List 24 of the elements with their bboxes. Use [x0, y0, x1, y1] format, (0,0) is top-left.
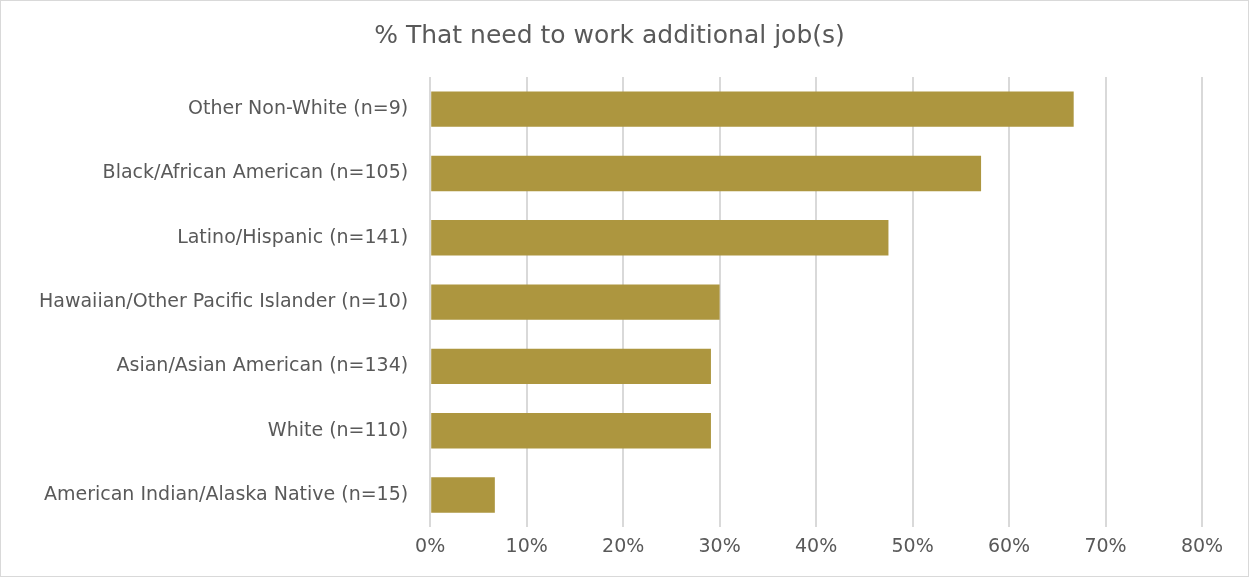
y-tick-label: Other Non-White (n=9) [188, 96, 409, 119]
x-tick-label: 60% [987, 533, 1031, 556]
x-tick-label: 20% [602, 533, 645, 556]
y-tick-label: Asian/Asian American (n=134) [116, 353, 409, 376]
x-tick-label: 10% [505, 533, 548, 556]
x-tick-label: 40% [794, 533, 838, 556]
x-tick-label: 0% [415, 533, 446, 556]
bar [431, 91, 1074, 127]
y-tick-label: Latino/Hispanic (n=141) [177, 224, 409, 247]
y-tick-label: American Indian/Alaska Native (n=15) [43, 481, 409, 504]
bar [431, 155, 982, 192]
bar [431, 413, 711, 449]
y-tick-label: Hawaiian/Other Pacific Islander (n=10) [39, 289, 409, 312]
x-tick-label: 50% [891, 533, 934, 556]
y-tick-label: Black/African American (n=105) [102, 160, 409, 183]
bar [431, 284, 720, 320]
x-tick-label: 70% [1084, 533, 1127, 556]
bar [431, 348, 711, 385]
chart-title: % That need to work additional job(s) [374, 19, 845, 49]
y-tick-label: White (n=110) [267, 417, 409, 440]
x-tick-label: 30% [698, 533, 741, 556]
bar [431, 477, 495, 513]
x-tick-label: 80% [1180, 533, 1224, 556]
bar [431, 220, 889, 256]
